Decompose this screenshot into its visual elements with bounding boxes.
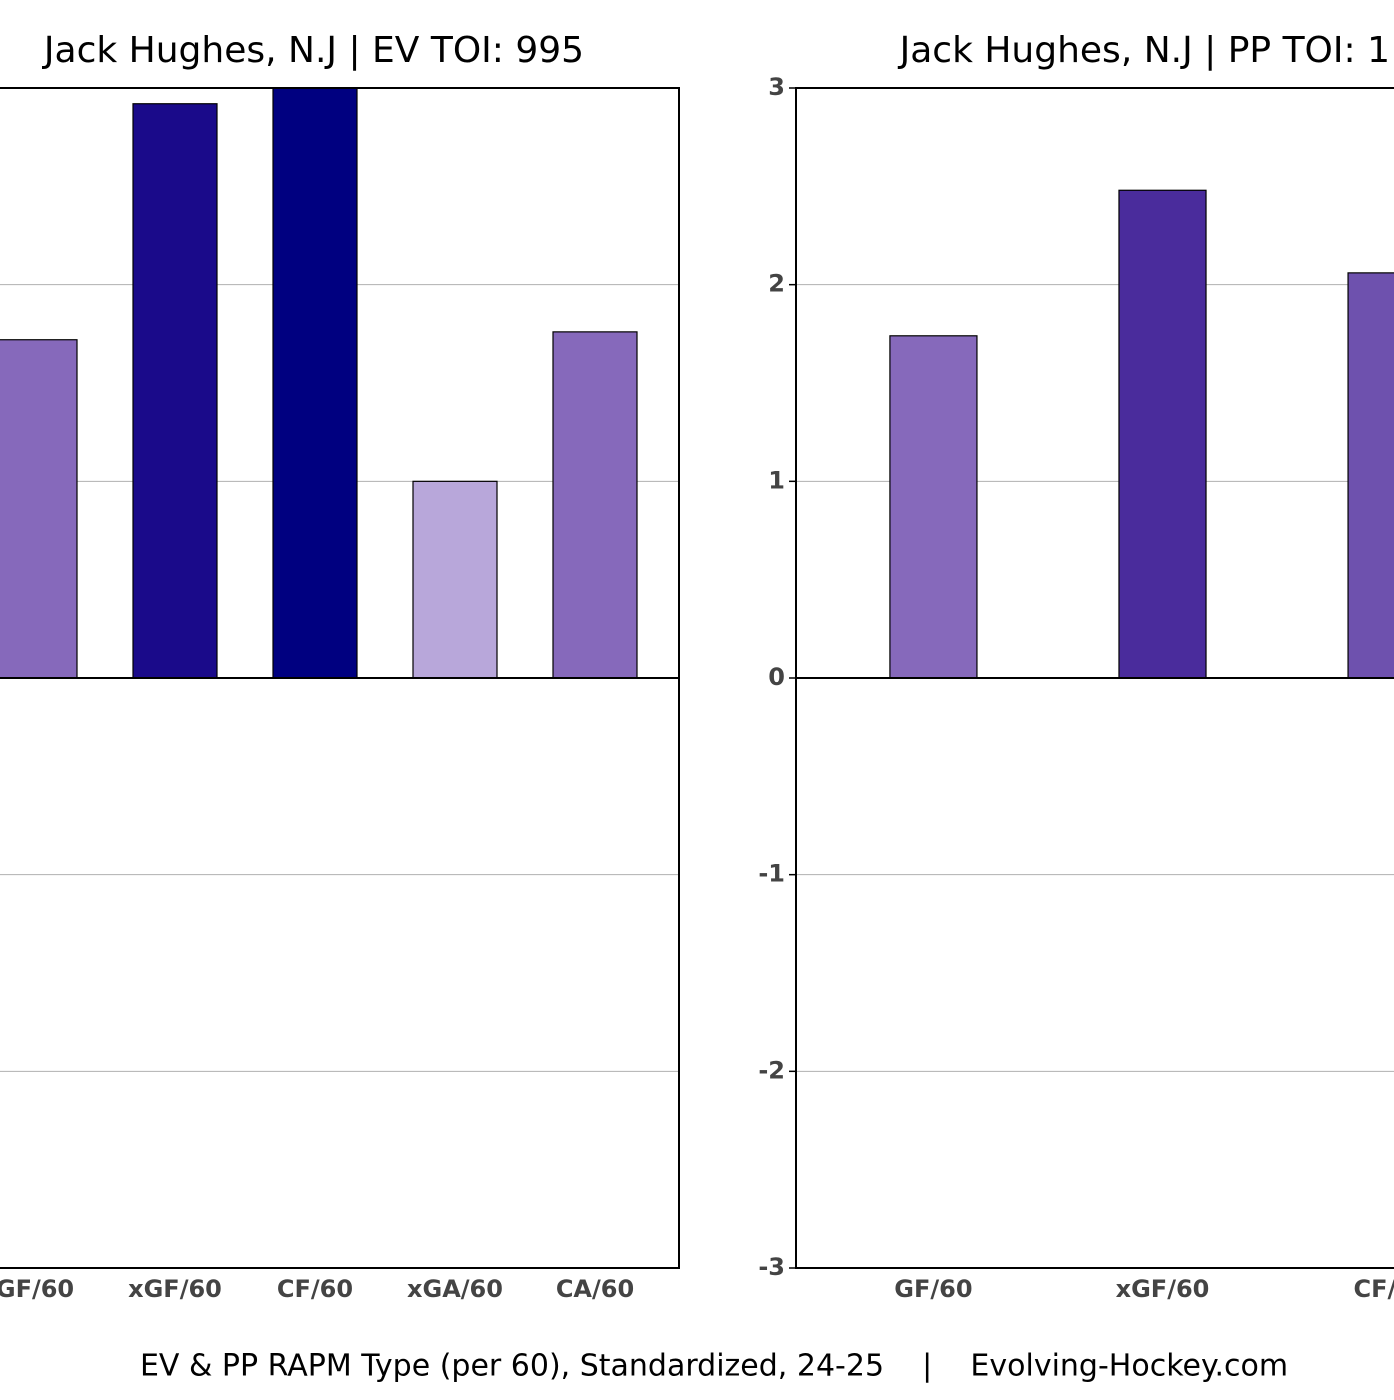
y-tick-label: 3 bbox=[768, 73, 785, 101]
x-tick-label: CF/60 bbox=[1353, 1275, 1394, 1303]
x-tick-label: GF/60 bbox=[0, 1275, 74, 1303]
chart-title: Jack Hughes, N.J | PP TOI: 1 bbox=[898, 30, 1390, 71]
y-tick-label: -2 bbox=[758, 1056, 785, 1084]
y-tick-label: 1 bbox=[768, 466, 785, 494]
bar bbox=[412, 480, 498, 679]
y-tick-label: 2 bbox=[768, 270, 785, 298]
bar bbox=[0, 339, 78, 679]
y-tick-label: -3 bbox=[758, 1253, 785, 1281]
bar bbox=[889, 335, 978, 679]
bar bbox=[272, 87, 358, 679]
x-tick-label: xGF/60 bbox=[128, 1275, 222, 1303]
x-tick-label: xGF/60 bbox=[1116, 1275, 1210, 1303]
bar bbox=[1118, 189, 1207, 679]
chart-title: Jack Hughes, N.J | EV TOI: 995 bbox=[42, 30, 584, 71]
bar bbox=[1347, 272, 1394, 679]
x-tick-label: GF/60 bbox=[894, 1275, 972, 1303]
bar bbox=[552, 331, 638, 679]
plot-frame bbox=[0, 87, 680, 1269]
plot-frame bbox=[795, 87, 1394, 1269]
caption: EV & PP RAPM Type (per 60), Standardized… bbox=[140, 1349, 1288, 1384]
x-tick-label: CA/60 bbox=[556, 1275, 634, 1303]
x-tick-label: xGA/60 bbox=[407, 1275, 503, 1303]
y-tick-label: -1 bbox=[758, 860, 785, 888]
x-tick-label: CF/60 bbox=[277, 1275, 353, 1303]
bar bbox=[132, 103, 218, 679]
y-tick-label: 0 bbox=[768, 663, 785, 691]
